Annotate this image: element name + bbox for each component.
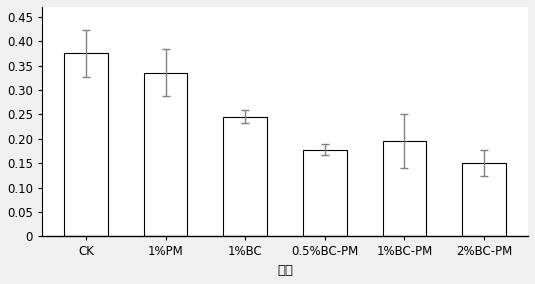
Bar (64, 53, 108, 237)
Bar (223, 117, 267, 237)
X-axis label: 处理: 处理 (277, 264, 293, 277)
Bar (144, 73, 187, 237)
Bar (303, 150, 347, 237)
Bar (383, 141, 426, 237)
Bar (462, 163, 506, 237)
